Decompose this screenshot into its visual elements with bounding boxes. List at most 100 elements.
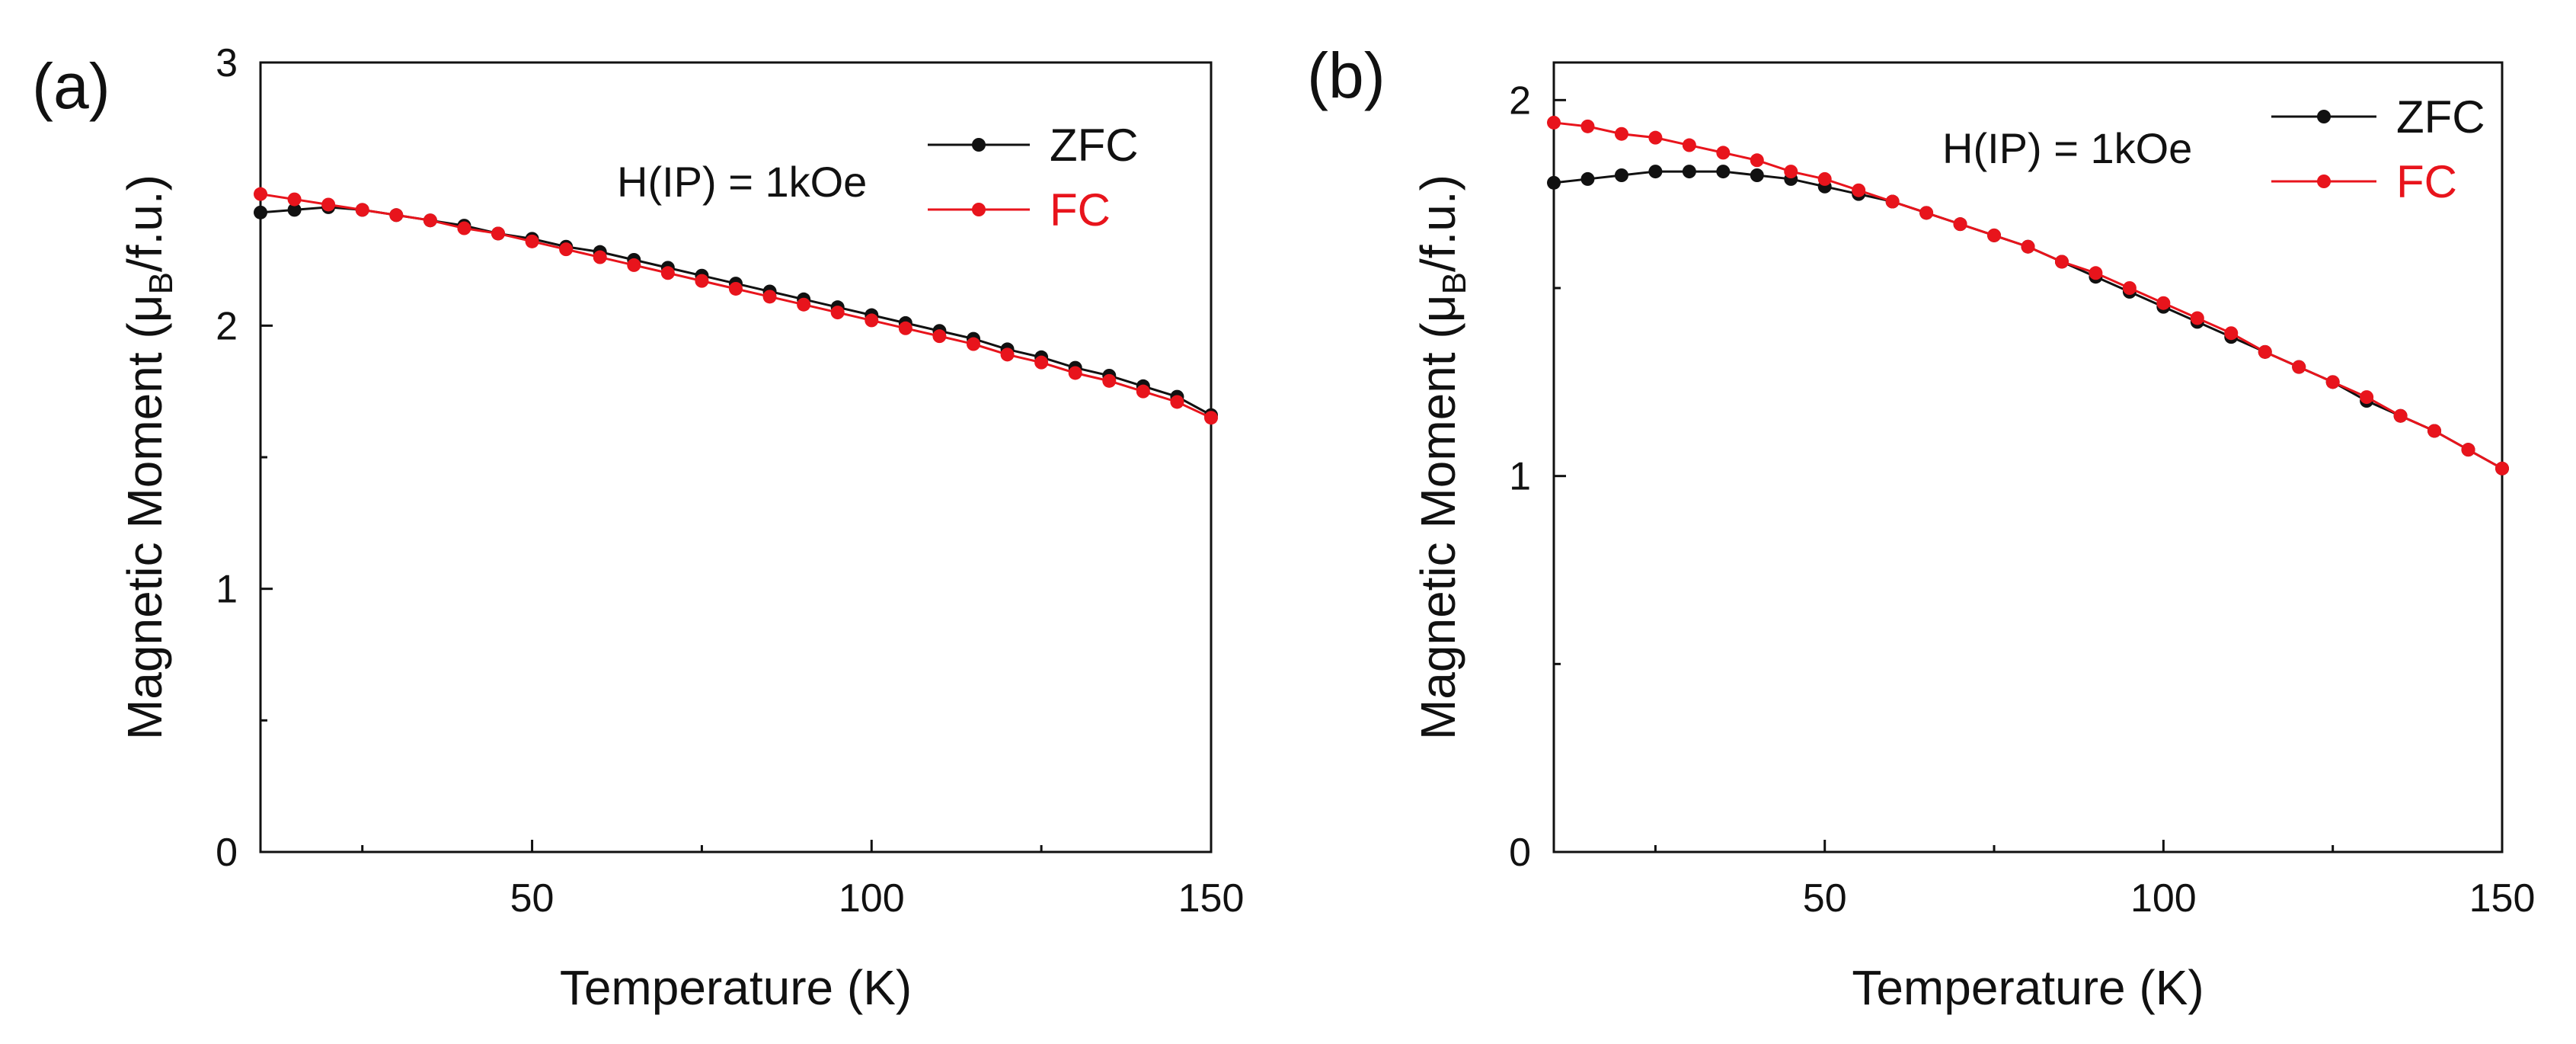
panel-label: (b) (1307, 40, 1385, 111)
series-fc (254, 187, 1218, 425)
data-point-fc (559, 242, 574, 257)
legend-marker-zfc (2317, 110, 2331, 123)
series-line-zfc (1553, 170, 2503, 470)
data-point-fc (1000, 347, 1015, 362)
data-point-fc (1885, 194, 1900, 209)
y-tick-label: 0 (1509, 831, 1531, 875)
data-point-fc (2360, 390, 2374, 405)
data-point-fc (2021, 239, 2035, 254)
data-point-fc (2054, 255, 2069, 269)
data-point-fc (695, 274, 709, 288)
legend-label-zfc: ZFC (2396, 91, 2485, 143)
data-point-fc (1034, 355, 1049, 370)
data-point-fc (355, 203, 369, 217)
data-point-fc (321, 197, 336, 212)
data-point-fc (423, 213, 437, 228)
data-point-fc (660, 266, 675, 280)
y-tick-label: 0 (216, 831, 238, 875)
data-point-fc (525, 234, 539, 248)
data-point-fc (2461, 443, 2475, 457)
series-fc (1547, 115, 2509, 476)
data-point-fc (2122, 281, 2137, 295)
data-point-zfc (1682, 165, 1696, 179)
data-point-fc (2190, 311, 2204, 325)
data-point-fc (2224, 326, 2239, 341)
data-point-fc (2258, 344, 2272, 359)
legend-marker-zfc (972, 138, 986, 152)
legend-label-fc: FC (1050, 184, 1111, 235)
plot-frame (1552, 61, 2504, 853)
data-point-fc (830, 306, 845, 320)
data-point-fc (2495, 461, 2509, 476)
y-tick-label: 3 (216, 41, 238, 85)
legend-label-fc: FC (2396, 156, 2457, 207)
data-point-fc (1614, 126, 1628, 141)
y-axis-title: Magnetic Moment (μB/f.u.) (117, 175, 180, 740)
data-point-fc (627, 258, 641, 272)
data-point-zfc (287, 203, 302, 217)
data-point-fc (1716, 146, 1731, 160)
data-point-zfc (254, 205, 267, 219)
field-annotation: H(IP) = 1kOe (617, 158, 867, 206)
data-point-fc (491, 226, 505, 241)
legend-label-zfc: ZFC (1050, 120, 1139, 171)
data-point-zfc (1648, 165, 1663, 179)
series-line-fc (1553, 121, 2503, 470)
data-point-fc (2325, 375, 2340, 389)
data-point-fc (593, 250, 607, 264)
data-point-fc (1068, 366, 1082, 380)
data-point-fc (865, 313, 879, 328)
data-point-fc (1204, 411, 1218, 425)
data-point-fc (898, 321, 912, 335)
data-point-fc (1987, 228, 2002, 242)
data-point-fc (967, 337, 980, 351)
legend-marker-fc (972, 203, 986, 216)
field-annotation: H(IP) = 1kOe (1942, 124, 2192, 172)
chart-panel-a: 50 100 150 0 1 2 3 Temperature (K) Magnetic Mome… (32, 41, 1244, 1015)
data-point-fc (1648, 130, 1663, 145)
y-tick-label: 1 (1509, 455, 1531, 499)
series-line-zfc (260, 206, 1212, 417)
data-point-fc (2292, 360, 2306, 374)
legend: ZFC FC (928, 120, 1139, 235)
data-point-fc (389, 208, 404, 223)
data-point-fc (1953, 217, 1967, 232)
series-zfc (1547, 165, 2509, 476)
x-tick-label: 50 (1803, 876, 1847, 921)
data-point-fc (1750, 153, 1764, 168)
y-tick-label: 2 (216, 304, 238, 348)
x-tick-label: 50 (510, 876, 555, 921)
legend: ZFC FC (2271, 91, 2485, 207)
data-point-zfc (1580, 171, 1595, 186)
legend-marker-fc (2317, 175, 2331, 188)
data-point-fc (1547, 115, 1561, 130)
data-point-fc (2393, 408, 2408, 423)
data-point-fc (729, 281, 743, 296)
data-point-fc (457, 221, 471, 235)
data-point-zfc (1716, 165, 1731, 179)
data-point-fc (1817, 171, 1832, 186)
x-tick-label: 100 (2130, 876, 2197, 921)
x-axis-title: Temperature (K) (1852, 960, 2204, 1015)
x-axis-title: Temperature (K) (560, 960, 912, 1015)
data-point-fc (1580, 119, 1595, 133)
y-tick-label: 2 (1509, 78, 1531, 123)
y-tick-label: 1 (216, 568, 238, 612)
data-point-fc (797, 297, 811, 312)
x-tick-label: 150 (1178, 876, 1245, 921)
data-point-fc (2427, 424, 2442, 438)
data-point-fc (1784, 165, 1798, 179)
data-point-fc (2089, 266, 2103, 280)
panel-label: (a) (32, 50, 110, 122)
data-point-fc (1102, 373, 1117, 388)
data-point-zfc (1547, 175, 1561, 190)
data-point-zfc (1614, 168, 1628, 182)
data-point-fc (287, 192, 302, 207)
data-point-zfc (1750, 168, 1764, 182)
data-point-fc (1682, 138, 1696, 152)
data-point-fc (2156, 296, 2171, 310)
data-point-fc (1919, 206, 1934, 220)
data-point-fc (1170, 395, 1184, 409)
data-point-fc (1852, 183, 1866, 197)
